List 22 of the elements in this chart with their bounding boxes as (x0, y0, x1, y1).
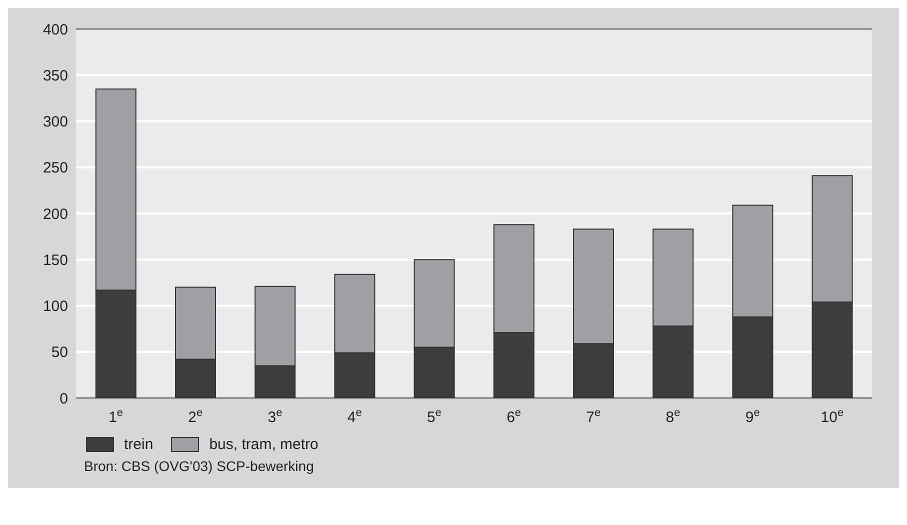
y-tick-label: 200 (42, 206, 68, 223)
y-tick-label: 150 (42, 252, 68, 269)
legend-label: bus, tram, metro (208, 436, 318, 453)
legend-label: trein (123, 436, 154, 453)
x-tick-label: 10$^{e}$ (820, 407, 844, 426)
x-tick-label: 6$^{e}$ (506, 407, 522, 426)
y-tick-label: 50 (51, 344, 68, 362)
x-tick-label: 3$^{e}$ (268, 407, 282, 426)
y-tick-label: 300 (42, 114, 68, 131)
y-tick-label: 0 (60, 390, 68, 408)
x-tick-label: 5$^{e}$ (426, 407, 442, 426)
x-tick-label: 4$^{e}$ (347, 407, 362, 426)
y-tick-label: 400 (42, 21, 68, 38)
x-tick-label: 9$^{e}$ (745, 407, 760, 426)
y-tick-label: 350 (42, 67, 68, 84)
x-tick-label: 1$^{e}$ (108, 407, 124, 426)
x-tick-label: 8$^{e}$ (666, 407, 680, 426)
y-tick-label: 100 (42, 298, 68, 316)
y-tick-label: 250 (42, 160, 68, 177)
x-tick-label: 7$^{e}$ (586, 407, 601, 426)
x-tick-label: 2$^{e}$ (188, 407, 203, 426)
text: Bron: CBS (OVG'03) SCP-bewerking (83, 458, 315, 474)
